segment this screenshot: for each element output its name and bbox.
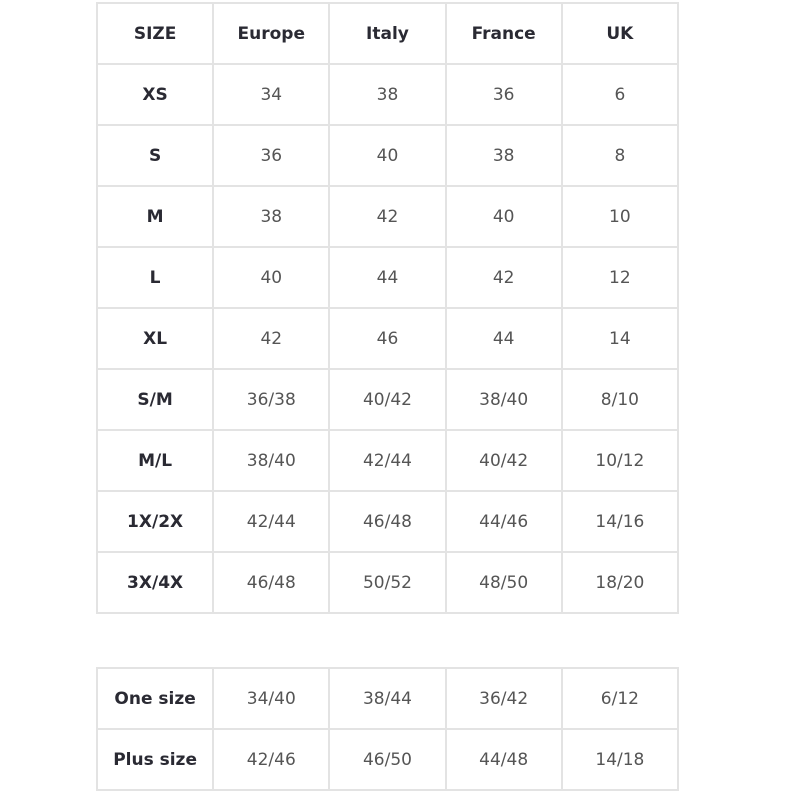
size-label-cell: One size (95, 667, 215, 730)
size-label-cell: S/M (95, 368, 215, 431)
column-header: UK (560, 2, 680, 65)
table-cell: 42/46 (212, 728, 331, 791)
size-label-cell: S (95, 124, 215, 187)
table-cell: 36 (444, 63, 563, 126)
table-cell: 34/40 (212, 667, 331, 730)
table-cell: 36/42 (444, 667, 563, 730)
one-plus-size-table: One size 34/40 38/44 36/42 6/12 Plus size 42/4… (95, 667, 680, 791)
size-label-cell: 3X/4X (95, 551, 215, 614)
table-cell: 46/48 (328, 490, 447, 553)
header-row: SIZE Europe Italy France UK (95, 2, 680, 65)
table-cell: 42 (444, 246, 563, 309)
table-cell: 42/44 (328, 429, 447, 492)
table-cell: 10 (560, 185, 680, 248)
table-cell: 18/20 (560, 551, 680, 614)
table-row: XL 42 46 44 14 (95, 307, 680, 370)
table-cell: 14/18 (560, 728, 680, 791)
table-cell: 10/12 (560, 429, 680, 492)
size-label-cell: Plus size (95, 728, 215, 791)
table-cell: 42 (212, 307, 331, 370)
table-cell: 42/44 (212, 490, 331, 553)
size-label-cell: L (95, 246, 215, 309)
table-cell: 46 (328, 307, 447, 370)
table-row: One size 34/40 38/44 36/42 6/12 (95, 667, 680, 730)
table-cell: 8 (560, 124, 680, 187)
table-cell: 40 (444, 185, 563, 248)
table-row: M/L 38/40 42/44 40/42 10/12 (95, 429, 680, 492)
size-label-cell: 1X/2X (95, 490, 215, 553)
table-cell: 38/40 (212, 429, 331, 492)
table-cell: 38 (328, 63, 447, 126)
column-header: SIZE (95, 2, 215, 65)
size-label-cell: M/L (95, 429, 215, 492)
table-row: M 38 42 40 10 (95, 185, 680, 248)
table-cell: 36/38 (212, 368, 331, 431)
table-cell: 40 (212, 246, 331, 309)
table-row: L 40 44 42 12 (95, 246, 680, 309)
table-cell: 14/16 (560, 490, 680, 553)
size-label-cell: M (95, 185, 215, 248)
column-header: Italy (328, 2, 447, 65)
table-cell: 8/10 (560, 368, 680, 431)
table-cell: 44 (444, 307, 563, 370)
table-cell: 50/52 (328, 551, 447, 614)
table-cell: 40/42 (444, 429, 563, 492)
table-row: S 36 40 38 8 (95, 124, 680, 187)
table-cell: 38 (444, 124, 563, 187)
table-row: S/M 36/38 40/42 38/40 8/10 (95, 368, 680, 431)
table-cell: 38/40 (444, 368, 563, 431)
size-label-cell: XS (95, 63, 215, 126)
table-cell: 40 (328, 124, 447, 187)
table-cell: 48/50 (444, 551, 563, 614)
table-row: 1X/2X 42/44 46/48 44/46 14/16 (95, 490, 680, 553)
table-cell: 40/42 (328, 368, 447, 431)
table-row: XS 34 38 36 6 (95, 63, 680, 126)
table-cell: 6 (560, 63, 680, 126)
table-cell: 44/46 (444, 490, 563, 553)
table-cell: 38 (212, 185, 331, 248)
table-cell: 44/48 (444, 728, 563, 791)
table-cell: 14 (560, 307, 680, 370)
column-header: Europe (212, 2, 331, 65)
table-cell: 34 (212, 63, 331, 126)
size-chart-table: SIZE Europe Italy France UK XS 34 38 36 6 S 36 40 38 8… (95, 2, 680, 614)
table-row: Plus size 42/46 46/50 44/48 14/18 (95, 728, 680, 791)
table-cell: 46/50 (328, 728, 447, 791)
table-cell: 44 (328, 246, 447, 309)
table-cell: 38/44 (328, 667, 447, 730)
table-cell: 12 (560, 246, 680, 309)
size-label-cell: XL (95, 307, 215, 370)
column-header: France (444, 2, 563, 65)
table-cell: 36 (212, 124, 331, 187)
table-cell: 46/48 (212, 551, 331, 614)
table-row: 3X/4X 46/48 50/52 48/50 18/20 (95, 551, 680, 614)
table-cell: 6/12 (560, 667, 680, 730)
table-cell: 42 (328, 185, 447, 248)
